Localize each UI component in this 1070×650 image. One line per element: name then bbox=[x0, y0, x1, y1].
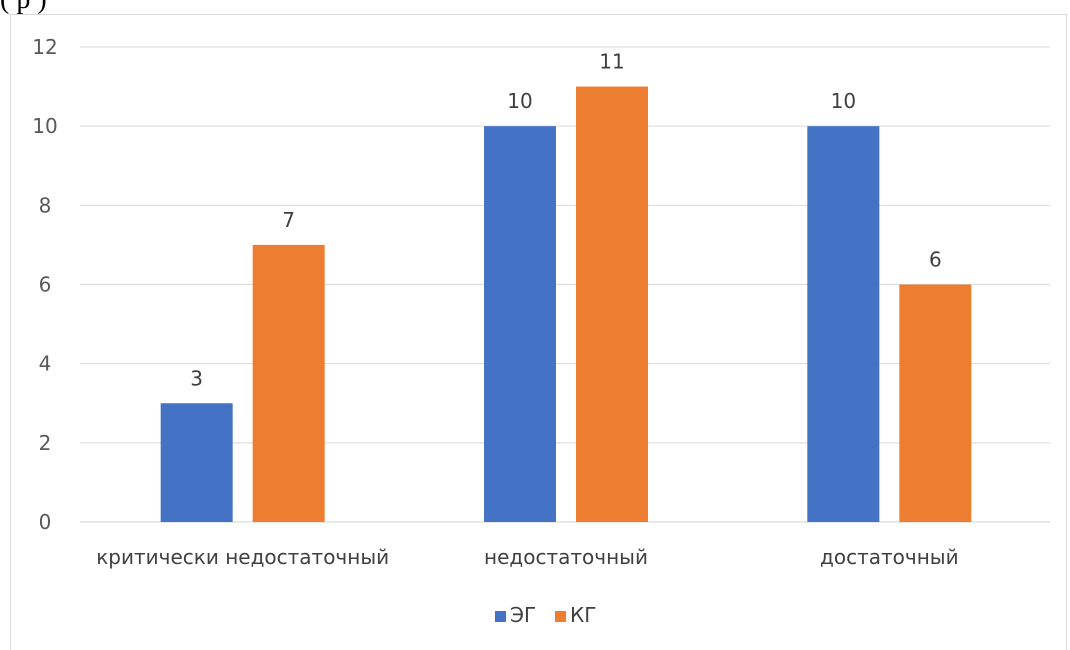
bar-kg-1 bbox=[576, 86, 648, 522]
bar-kg-0 bbox=[252, 244, 325, 522]
bar-eg-0 bbox=[160, 403, 233, 522]
data-label: 11 bbox=[599, 50, 624, 74]
y-axis-ticks: 0 2 4 6 8 10 12 bbox=[32, 35, 57, 534]
bar-eg-2 bbox=[807, 126, 880, 523]
legend-label: КГ bbox=[570, 603, 596, 627]
y-tick-label: 4 bbox=[39, 352, 52, 376]
chart-frame bbox=[10, 14, 1067, 650]
legend-label: ЭГ bbox=[510, 603, 536, 627]
gridlines bbox=[80, 46, 1050, 523]
legend-swatch bbox=[555, 611, 566, 622]
x-category-label: достаточный bbox=[820, 545, 959, 569]
y-tick-label: 2 bbox=[39, 431, 52, 455]
x-category-label: недостаточный bbox=[484, 545, 648, 569]
y-tick-label: 6 bbox=[39, 273, 52, 297]
data-label: 6 bbox=[929, 248, 942, 272]
x-axis-labels: критически недостаточный недостаточный дос… bbox=[96, 545, 958, 569]
x-category-label: критически недостаточный bbox=[96, 545, 389, 569]
data-label: 3 bbox=[190, 366, 203, 390]
data-label: 7 bbox=[282, 208, 295, 232]
y-tick-label: 0 bbox=[39, 510, 52, 534]
page-fragment-text: ( р ) bbox=[0, 0, 47, 14]
y-tick-label: 12 bbox=[32, 35, 57, 59]
data-label: 10 bbox=[831, 89, 856, 113]
legend-swatch bbox=[495, 611, 506, 622]
bars bbox=[160, 86, 972, 523]
y-tick-label: 8 bbox=[39, 193, 52, 217]
data-labels: 3 7 10 11 10 6 bbox=[190, 50, 941, 391]
y-tick-label: 10 bbox=[32, 114, 57, 138]
legend: ЭГ КГ bbox=[495, 603, 596, 627]
bar-kg-2 bbox=[899, 284, 972, 522]
bar-eg-1 bbox=[484, 126, 556, 523]
data-label: 10 bbox=[507, 89, 532, 113]
